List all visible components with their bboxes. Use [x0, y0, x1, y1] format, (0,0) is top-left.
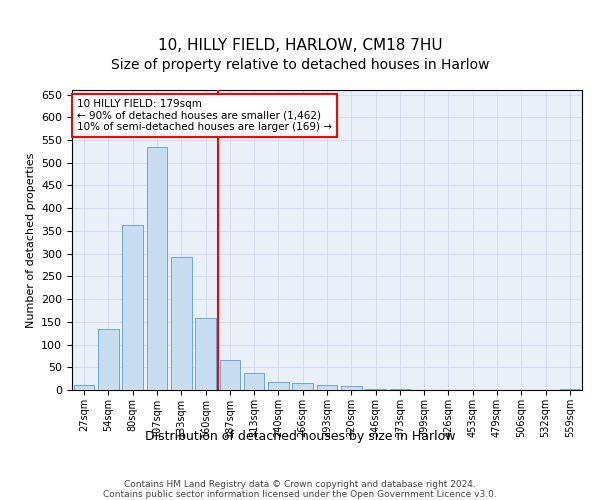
Bar	[389, 389, 410, 390]
Text: Size of property relative to detached houses in Harlow: Size of property relative to detached ho…	[111, 58, 489, 72]
Bar	[341, 386, 362, 390]
Bar	[122, 226, 143, 390]
Bar	[268, 382, 289, 390]
Bar	[220, 360, 240, 390]
Text: 10, HILLY FIELD, HARLOW, CM18 7HU: 10, HILLY FIELD, HARLOW, CM18 7HU	[158, 38, 442, 52]
Bar	[171, 258, 191, 390]
Bar	[146, 147, 167, 390]
Text: Contains HM Land Registry data © Crown copyright and database right 2024.
Contai: Contains HM Land Registry data © Crown c…	[103, 480, 497, 500]
Bar	[365, 388, 386, 390]
Bar	[292, 383, 313, 390]
Text: Distribution of detached houses by size in Harlow: Distribution of detached houses by size …	[145, 430, 455, 443]
Bar	[560, 388, 580, 390]
Y-axis label: Number of detached properties: Number of detached properties	[26, 152, 35, 328]
Bar	[317, 385, 337, 390]
Text: 10 HILLY FIELD: 179sqm
← 90% of detached houses are smaller (1,462)
10% of semi-: 10 HILLY FIELD: 179sqm ← 90% of detached…	[77, 99, 332, 132]
Bar	[74, 386, 94, 390]
Bar	[195, 318, 216, 390]
Bar	[244, 372, 265, 390]
Bar	[98, 328, 119, 390]
